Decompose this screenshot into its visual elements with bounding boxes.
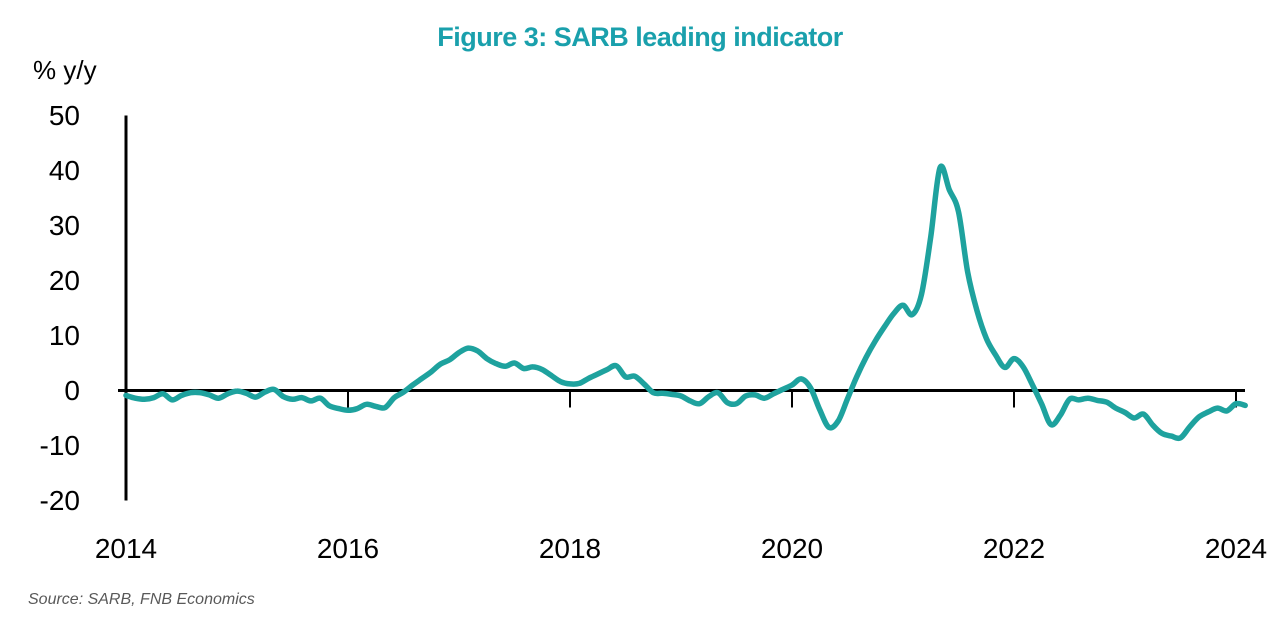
x-tick-label: 2014 [94,533,158,564]
y-tick-label: 40 [48,154,80,186]
source-note: Source: SARB, FNB Economics [28,591,255,608]
y-tick-label: 0 [64,374,80,406]
y-axis-unit-label: % y/y [33,55,97,85]
x-tick-label: 2022 [982,533,1046,564]
x-tick-label: 2018 [538,533,602,564]
y-tick-label: 30 [48,209,80,241]
y-tick-label: 20 [48,264,80,296]
x-tick-label: 2020 [760,533,824,564]
indicator-line [123,163,1248,442]
x-tick-label: 2024 [1204,533,1268,564]
chart-title: Figure 3: SARB leading indicator [437,22,843,52]
y-tick-label: -10 [39,429,80,461]
x-tick-label: 2016 [316,533,380,564]
y-tick-label: -20 [39,484,80,516]
y-tick-label: 10 [48,319,80,351]
y-tick-label: 50 [48,99,80,131]
